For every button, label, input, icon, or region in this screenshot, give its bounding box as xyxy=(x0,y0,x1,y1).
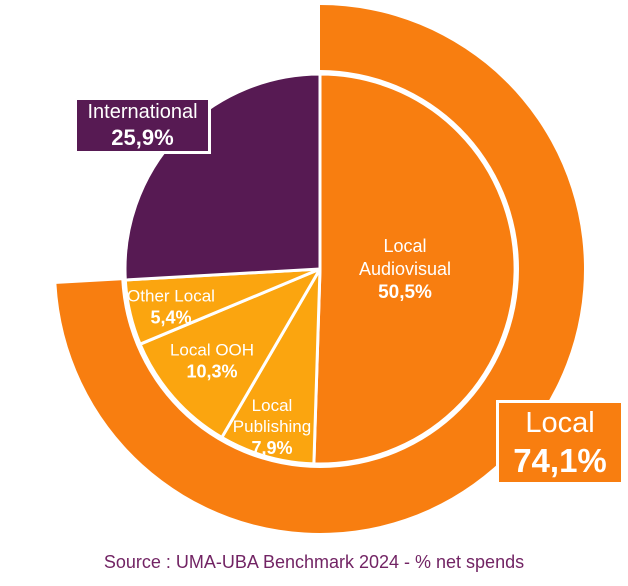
slice-percent: 7,9% xyxy=(251,438,293,458)
callout-label: International xyxy=(87,101,198,123)
source-caption: Source : UMA-UBA Benchmark 2024 - % net … xyxy=(103,552,525,572)
label-local-publishing: Local Publishing 7,9% xyxy=(233,395,311,459)
slice-local-ooh xyxy=(138,267,322,439)
slice-local-publishing xyxy=(220,267,322,466)
label-local-ooh: Local OOH 10,3% xyxy=(170,340,254,383)
slice-label-line: Local xyxy=(251,396,293,415)
callout-local-total: Local 74,1% xyxy=(496,400,624,485)
slice-label-line: Local OOH xyxy=(169,340,255,360)
slice-percent: 10,3% xyxy=(186,361,238,382)
slice-percent: 50,5% xyxy=(378,282,432,303)
label-local-audiovisual: Local Audiovisual 50,5% xyxy=(359,235,451,305)
slice-label-line: Audiovisual xyxy=(358,259,452,279)
slice-label-line: Other Local xyxy=(127,286,215,306)
callout-percent: 25,9% xyxy=(111,125,174,150)
callout-label: Local xyxy=(525,406,595,439)
slice-label-line: Local xyxy=(383,236,427,256)
label-other-local: Other Local 5,4% xyxy=(127,286,215,329)
slice-percent: 5,4% xyxy=(150,307,192,328)
slice-label-line: Publishing xyxy=(232,417,312,436)
callout-percent: 74,1% xyxy=(513,441,607,479)
slice-local-audiovisual xyxy=(312,72,517,466)
callout-international: International 25,9% xyxy=(74,97,211,154)
